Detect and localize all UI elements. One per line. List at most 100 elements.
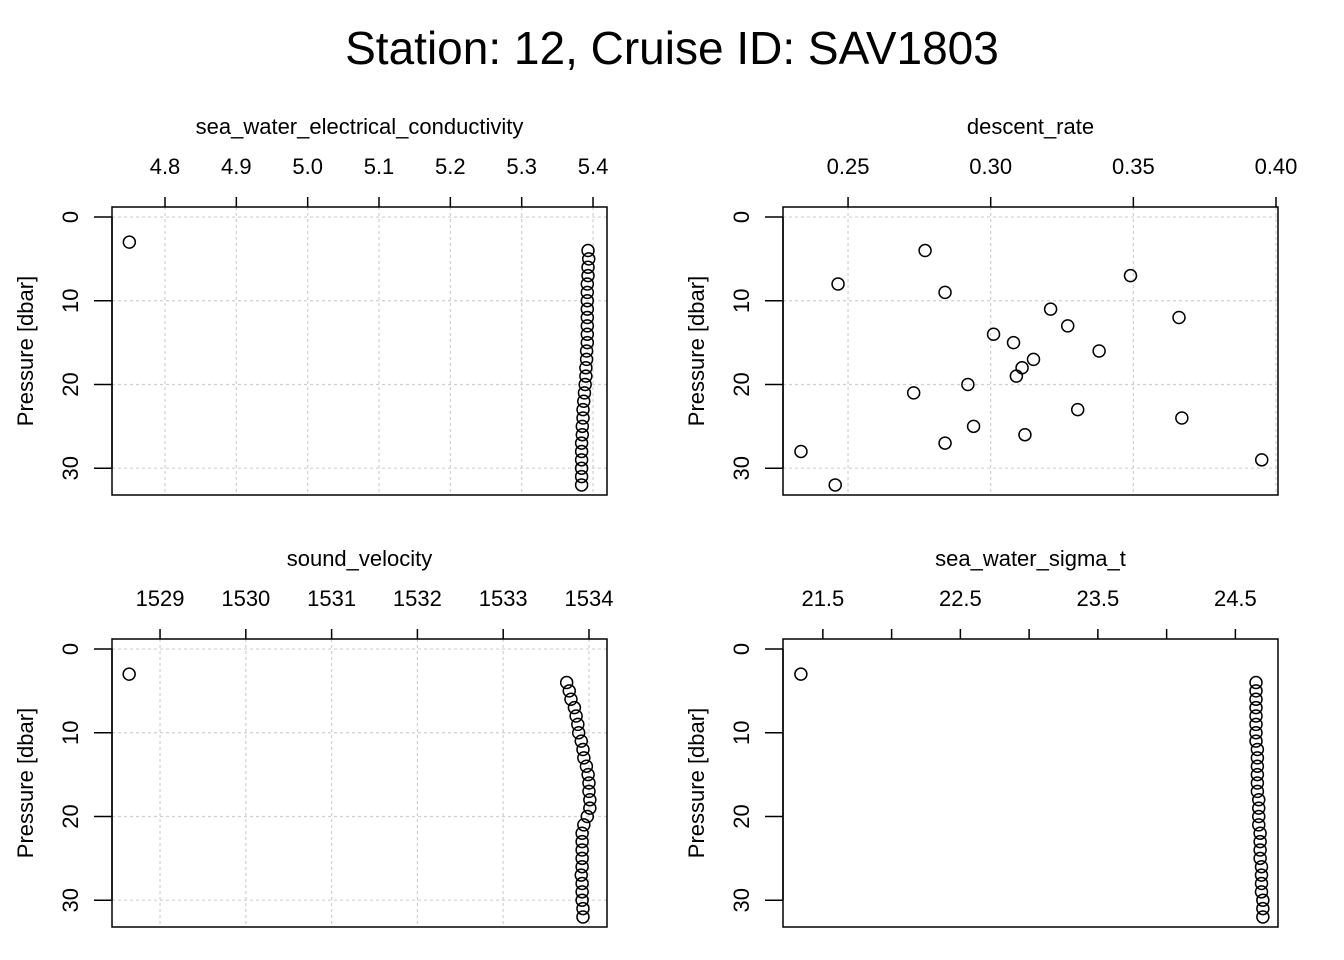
point: [1253, 843, 1267, 857]
point: [574, 461, 589, 475]
point: [580, 809, 595, 824]
point: [1092, 344, 1106, 358]
point: [577, 818, 591, 832]
point: [1256, 901, 1270, 916]
point: [564, 692, 578, 707]
x-tick-label: 1531: [307, 586, 356, 611]
x-tick-label: 5.3: [506, 154, 537, 179]
point: [831, 277, 845, 291]
point: [794, 667, 808, 681]
x-tick-label: 23.5: [1076, 586, 1119, 611]
point: [574, 734, 589, 748]
point: [578, 377, 592, 392]
x-tick-label: 1529: [136, 586, 185, 611]
point: [1254, 868, 1269, 882]
point: [1253, 851, 1267, 866]
point: [575, 859, 589, 874]
y-axis-label: Pressure [dbar]: [684, 708, 709, 858]
point: [576, 402, 590, 417]
point: [1256, 893, 1270, 907]
point: [1249, 717, 1263, 732]
point: [828, 478, 842, 492]
point: [918, 243, 932, 258]
point: [574, 868, 589, 882]
point: [576, 742, 590, 757]
y-tick-label: 20: [729, 372, 754, 396]
y-tick-label: 30: [729, 888, 754, 912]
x-tick-label: 5.2: [435, 154, 466, 179]
point: [1252, 801, 1266, 815]
plot-frame: [782, 638, 1279, 928]
point: [575, 427, 590, 442]
point: [579, 369, 593, 383]
point: [580, 302, 595, 316]
point: [1256, 910, 1270, 924]
point: [575, 826, 589, 840]
point: [574, 453, 589, 467]
point: [575, 893, 589, 907]
point: [1252, 809, 1266, 824]
point: [1018, 427, 1032, 442]
point: [1175, 411, 1189, 425]
y-tick-label: 0: [729, 643, 754, 655]
point: [1250, 767, 1265, 782]
point: [583, 801, 597, 815]
x-tick-label: 1530: [221, 586, 270, 611]
panel-title: sound_velocity: [287, 546, 433, 571]
point: [582, 776, 596, 790]
y-tick-label: 0: [58, 643, 83, 655]
point: [1250, 759, 1265, 774]
point: [579, 344, 594, 358]
point: [576, 910, 590, 924]
point: [1043, 302, 1058, 316]
point: [1172, 310, 1186, 325]
x-tick-label: 1533: [479, 586, 528, 611]
point: [562, 684, 577, 698]
point: [583, 792, 597, 807]
point: [1249, 709, 1263, 723]
point: [575, 419, 590, 434]
point: [575, 834, 589, 849]
y-tick-label: 10: [729, 721, 754, 745]
x-tick-label: 0.25: [827, 154, 870, 179]
point: [1123, 268, 1138, 283]
point: [581, 243, 595, 258]
point: [1250, 784, 1265, 799]
x-tick-label: 5.4: [578, 154, 609, 179]
point: [1253, 834, 1267, 849]
point: [961, 377, 975, 392]
x-tick-label: 0.40: [1255, 154, 1298, 179]
point: [575, 885, 589, 899]
y-tick-label: 30: [58, 888, 83, 912]
x-tick-label: 0.30: [969, 154, 1012, 179]
point: [122, 235, 137, 249]
point: [1249, 700, 1263, 715]
point: [576, 901, 590, 916]
point: [1254, 859, 1269, 874]
point: [569, 709, 583, 723]
panel-title: sea_water_sigma_t: [935, 546, 1126, 571]
point: [582, 784, 596, 799]
panel-title: descent_rate: [967, 114, 1094, 139]
point: [1250, 776, 1265, 790]
point: [1254, 885, 1269, 899]
point: [581, 767, 595, 782]
x-tick-label: 24.5: [1214, 586, 1257, 611]
y-tick-label: 10: [58, 721, 83, 745]
point: [580, 319, 595, 333]
point: [580, 294, 595, 308]
point: [580, 285, 595, 300]
y-tick-label: 0: [58, 211, 83, 223]
point: [567, 700, 582, 715]
point: [1250, 742, 1265, 757]
x-tick-label: 5.0: [292, 154, 323, 179]
point: [574, 436, 589, 450]
point: [1254, 876, 1269, 891]
point: [1249, 692, 1263, 707]
x-tick-label: 22.5: [939, 586, 982, 611]
point: [938, 436, 952, 450]
point: [938, 285, 952, 300]
point: [580, 335, 595, 350]
point: [1006, 335, 1021, 350]
